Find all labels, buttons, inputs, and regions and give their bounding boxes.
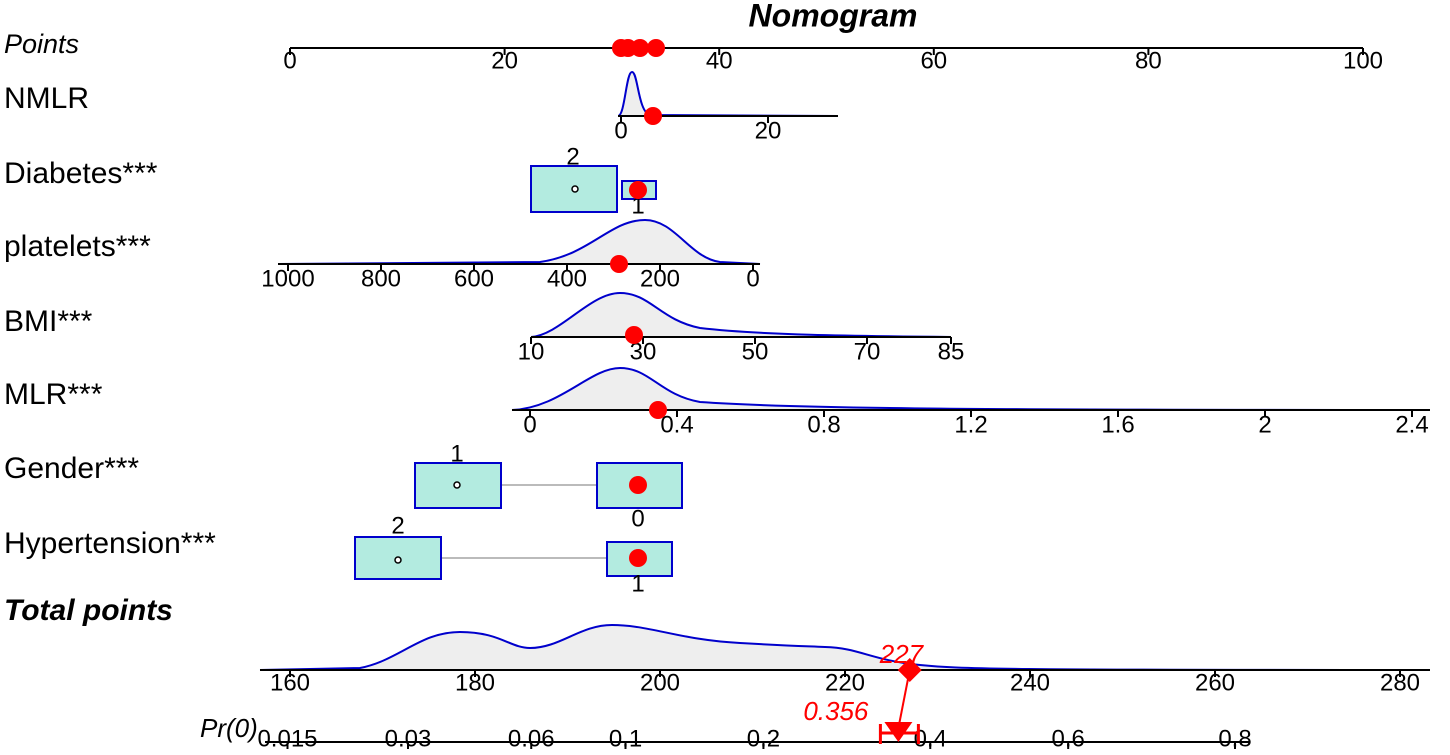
total-value: 227 xyxy=(879,639,925,669)
tick-label: 85 xyxy=(938,338,965,365)
tick-label: 0 xyxy=(523,411,536,438)
level-label: 0 xyxy=(631,505,644,532)
points-label: Points xyxy=(4,29,79,59)
tick-label: 800 xyxy=(361,265,401,292)
tick-label: 0.1 xyxy=(609,725,642,752)
tick-label: 400 xyxy=(547,265,587,292)
observation-dot xyxy=(647,39,665,57)
level-label: 1 xyxy=(450,440,463,467)
tick-label: 1.6 xyxy=(1101,411,1134,438)
densities xyxy=(259,70,1431,671)
tick-label: 0.2 xyxy=(747,725,780,752)
tick-label: 70 xyxy=(854,338,881,365)
observation-dot xyxy=(610,255,628,273)
observation-dot xyxy=(629,181,647,199)
tick-label: 2.4 xyxy=(1395,411,1428,438)
level-center xyxy=(571,185,579,193)
tick-label: 1000 xyxy=(261,265,314,292)
observation-dot xyxy=(649,401,667,419)
level-label: 1 xyxy=(631,570,644,597)
observation-dot xyxy=(631,39,649,57)
tick-label: 60 xyxy=(920,47,947,74)
observation-dot xyxy=(644,107,662,125)
tick-label: 80 xyxy=(1135,47,1162,74)
tick-label: 0.6 xyxy=(1051,725,1084,752)
density xyxy=(511,366,1431,411)
level-label: 2 xyxy=(391,512,404,539)
level-center xyxy=(394,556,402,564)
tick-label: 20 xyxy=(755,117,782,144)
density xyxy=(259,623,1431,671)
tick-label: 50 xyxy=(742,338,769,365)
tick-label: 0 xyxy=(283,47,296,74)
tick-label: 0.8 xyxy=(807,411,840,438)
row-label: Hypertension*** xyxy=(4,527,216,560)
tick-label: 0.015 xyxy=(257,725,317,752)
probability-value: 0.356 xyxy=(803,696,869,726)
tick-label: 0.03 xyxy=(385,725,432,752)
total-marker xyxy=(897,658,922,682)
total-label: Total points xyxy=(4,594,173,627)
tick-label: 1.2 xyxy=(954,411,987,438)
tick-label: 240 xyxy=(1010,669,1050,696)
observation-dot xyxy=(629,476,647,494)
row-label: platelets*** xyxy=(4,230,151,263)
chart-title: Nomogram xyxy=(749,0,918,33)
tick-label: 160 xyxy=(270,669,310,696)
tick-label: 0.06 xyxy=(508,725,555,752)
tick-label: 200 xyxy=(640,265,680,292)
observation-dot xyxy=(625,326,643,344)
row-label: NMLR xyxy=(4,82,89,115)
tick-label: 200 xyxy=(640,669,680,696)
observation-dot xyxy=(629,549,647,567)
row-label: Gender*** xyxy=(4,452,139,485)
tick-label: 10 xyxy=(518,338,545,365)
row-label: MLR*** xyxy=(4,378,103,411)
probability-label: Pr(0) xyxy=(200,713,258,743)
level-label: 1 xyxy=(631,192,644,219)
density xyxy=(530,291,952,338)
level-center xyxy=(453,481,461,489)
density xyxy=(277,218,761,265)
tick-label: 280 xyxy=(1380,669,1420,696)
row-label: Diabetes*** xyxy=(4,157,158,190)
tick-label: 20 xyxy=(491,47,518,74)
tick-label: 600 xyxy=(454,265,494,292)
tick-label: 220 xyxy=(825,669,865,696)
tick-label: 0.8 xyxy=(1218,725,1251,752)
tick-label: 100 xyxy=(1343,47,1383,74)
tick-label: 180 xyxy=(455,669,495,696)
tick-label: 0 xyxy=(614,117,627,144)
tick-label: 0.4 xyxy=(660,411,693,438)
tick-label: 40 xyxy=(706,47,733,74)
level-label: 2 xyxy=(566,143,579,170)
tick-label: 260 xyxy=(1195,669,1235,696)
tick-label: 2 xyxy=(1258,411,1271,438)
row-label: BMI*** xyxy=(4,305,93,338)
tick-label: 0 xyxy=(746,265,759,292)
